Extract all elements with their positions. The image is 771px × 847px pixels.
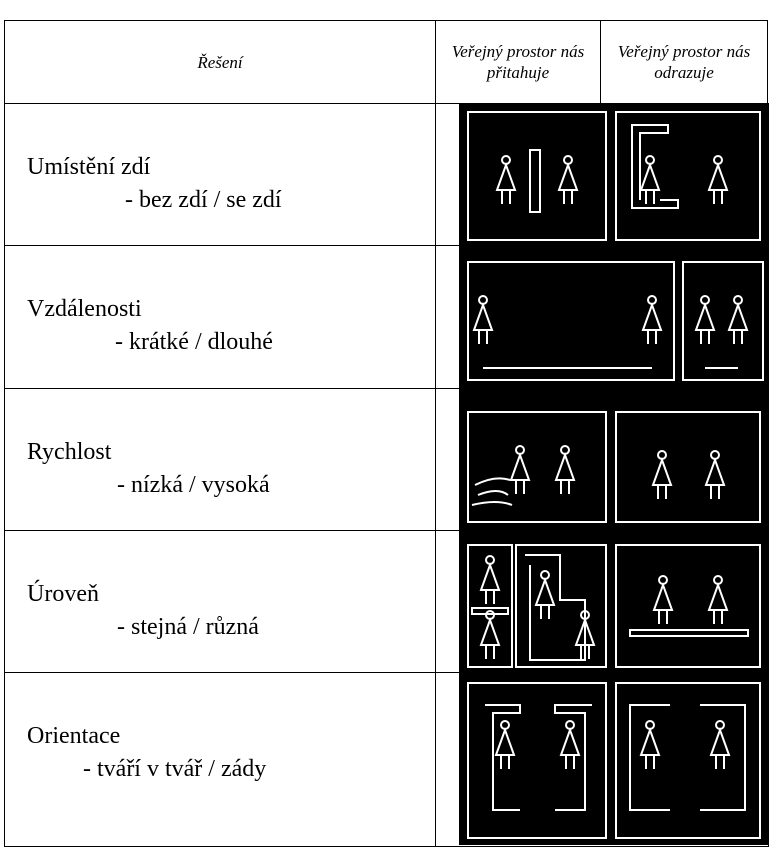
figure-body [639, 727, 661, 769]
frame [467, 682, 607, 839]
figure-body [554, 452, 576, 494]
stairs [525, 554, 586, 661]
figure-body [494, 727, 516, 769]
frame [682, 261, 764, 381]
floor [629, 629, 749, 637]
row-title: Vzdálenosti [27, 296, 142, 322]
row-title: Orientace [27, 723, 121, 749]
floor [471, 607, 509, 615]
row-detail: - tváří v tvář / zády [83, 756, 267, 782]
figure-body [639, 162, 661, 204]
row-detail: - krátké / dlouhé [115, 329, 273, 355]
figure-body [707, 162, 729, 204]
row-detail: - stejná / různá [117, 614, 259, 640]
frame [467, 544, 513, 668]
figure-body [652, 582, 674, 624]
figure-body [472, 302, 494, 344]
row-title: Úroveň [27, 581, 99, 607]
row-detail: - bez zdí / se zdí [125, 187, 282, 213]
figure-body [479, 617, 501, 659]
figure-body [641, 302, 663, 344]
figure-body [727, 302, 749, 344]
frame [615, 111, 761, 241]
wall [554, 704, 592, 811]
wall [629, 704, 670, 811]
wall [631, 124, 679, 209]
figure-body [694, 302, 716, 344]
header-text: Řešení [197, 52, 243, 72]
wall [700, 704, 746, 811]
figure-body [559, 727, 581, 769]
header-text: Veřejný prostor nás odrazuje [617, 42, 751, 82]
figure-body [707, 582, 729, 624]
figure-body [704, 457, 726, 499]
figure-body [509, 452, 531, 494]
row-detail: - nízká / vysoká [117, 472, 270, 498]
frame [515, 544, 607, 668]
row-title: Rychlost [27, 439, 112, 465]
figure-body [495, 162, 517, 204]
figure-body [709, 727, 731, 769]
figure-body [574, 617, 596, 659]
row-title: Umístění zdí [27, 154, 151, 180]
speed-lines [471, 477, 513, 506]
header-text: Veřejný prostor nás přitahuje [451, 42, 585, 82]
frame [615, 544, 761, 668]
wall [485, 704, 521, 811]
figure-body [479, 562, 501, 604]
frame [467, 411, 607, 523]
figure-body [651, 457, 673, 499]
frame [467, 261, 675, 381]
frame [467, 111, 607, 241]
figure-body [534, 577, 556, 619]
frame [615, 411, 761, 523]
wall [529, 149, 541, 213]
frame [615, 682, 761, 839]
figure-body [557, 162, 579, 204]
